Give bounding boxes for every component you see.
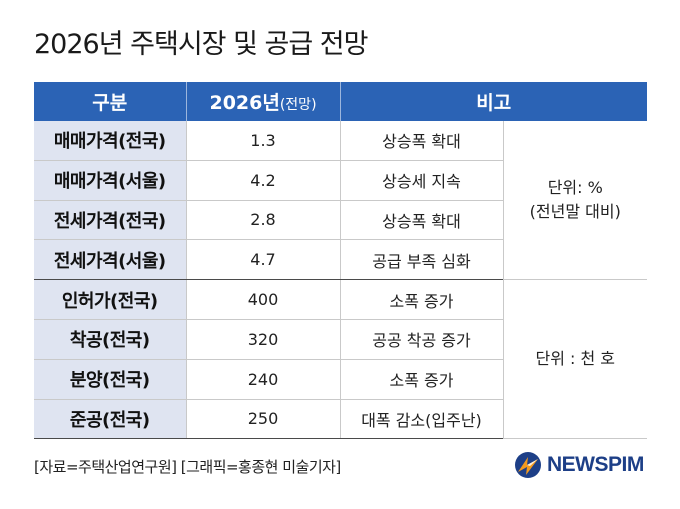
- logo-text: NEWSPIM: [547, 453, 644, 476]
- row-note: 상승폭 확대: [339, 200, 503, 241]
- row-category: 전세가격(서울): [34, 239, 186, 281]
- row-category: 준공(전국): [34, 399, 186, 440]
- table-row: 착공(전국) 320 공공 착공 증가: [34, 319, 647, 360]
- row-note: 공공 착공 증가: [339, 319, 503, 360]
- header-category: 구분: [34, 82, 186, 121]
- row-value: 2.8: [185, 200, 340, 241]
- forecast-table: 구분 2026년(전망) 비고 매매가격(전국) 1.3 상승폭 확대 단위: …: [34, 82, 647, 440]
- row-note: 공급 부족 심화: [339, 239, 503, 281]
- unit-note-count: 단위 : 천 호: [502, 279, 647, 440]
- table-row: 전세가격(전국) 2.8 상승폭 확대: [34, 200, 647, 241]
- row-note: 상승세 지속: [339, 160, 503, 201]
- header-note: 비고: [339, 82, 647, 121]
- row-value: 4.2: [185, 160, 340, 201]
- row-category: 전세가격(전국): [34, 200, 186, 241]
- header-value-sub: (전망): [279, 97, 317, 113]
- table-row: 분양(전국) 240 소폭 증가: [34, 359, 647, 400]
- table-row: 준공(전국) 250 대폭 감소(입주난): [34, 399, 647, 440]
- unit-note-percent: 단위: % (전년말 대비): [502, 121, 647, 281]
- row-value: 4.7: [185, 239, 340, 281]
- row-category: 매매가격(서울): [34, 160, 186, 201]
- unit-note-line1: 단위: %: [547, 178, 603, 198]
- header-value: 2026년(전망): [185, 82, 340, 121]
- row-note: 대폭 감소(입주난): [339, 399, 503, 440]
- table-header-row: 구분 2026년(전망) 비고: [34, 82, 647, 121]
- row-note: 소폭 증가: [339, 279, 503, 320]
- row-category: 분양(전국): [34, 359, 186, 400]
- row-category: 인허가(전국): [34, 279, 186, 320]
- source-credit: [자료=주택산업연구원] [그래픽=홍종현 미술기자]: [34, 458, 341, 476]
- table-row: 매매가격(전국) 1.3 상승폭 확대 단위: % (전년말 대비): [34, 121, 647, 281]
- unit-note-line1: 단위 : 천 호: [535, 349, 616, 369]
- row-category: 착공(전국): [34, 319, 186, 360]
- row-value: 1.3: [185, 121, 340, 161]
- newspim-logo-icon: [515, 452, 541, 478]
- row-value: 400: [185, 279, 340, 320]
- page-title: 2026년 주택시장 및 공급 전망: [34, 29, 368, 60]
- row-category: 매매가격(전국): [34, 121, 186, 161]
- row-value: 250: [185, 399, 340, 440]
- table-row: 전세가격(서울) 4.7 공급 부족 심화: [34, 239, 647, 281]
- table-row: 인허가(전국) 400 소폭 증가 단위 : 천 호: [34, 279, 647, 440]
- row-note: 소폭 증가: [339, 359, 503, 400]
- header-value-main: 2026년: [209, 92, 280, 114]
- row-value: 320: [185, 319, 340, 360]
- row-value: 240: [185, 359, 340, 400]
- unit-note-line2: (전년말 대비): [529, 202, 621, 222]
- table-row: 매매가격(서울) 4.2 상승세 지속: [34, 160, 647, 201]
- newspim-logo: NEWSPIM: [514, 451, 644, 479]
- row-note: 상승폭 확대: [339, 121, 503, 161]
